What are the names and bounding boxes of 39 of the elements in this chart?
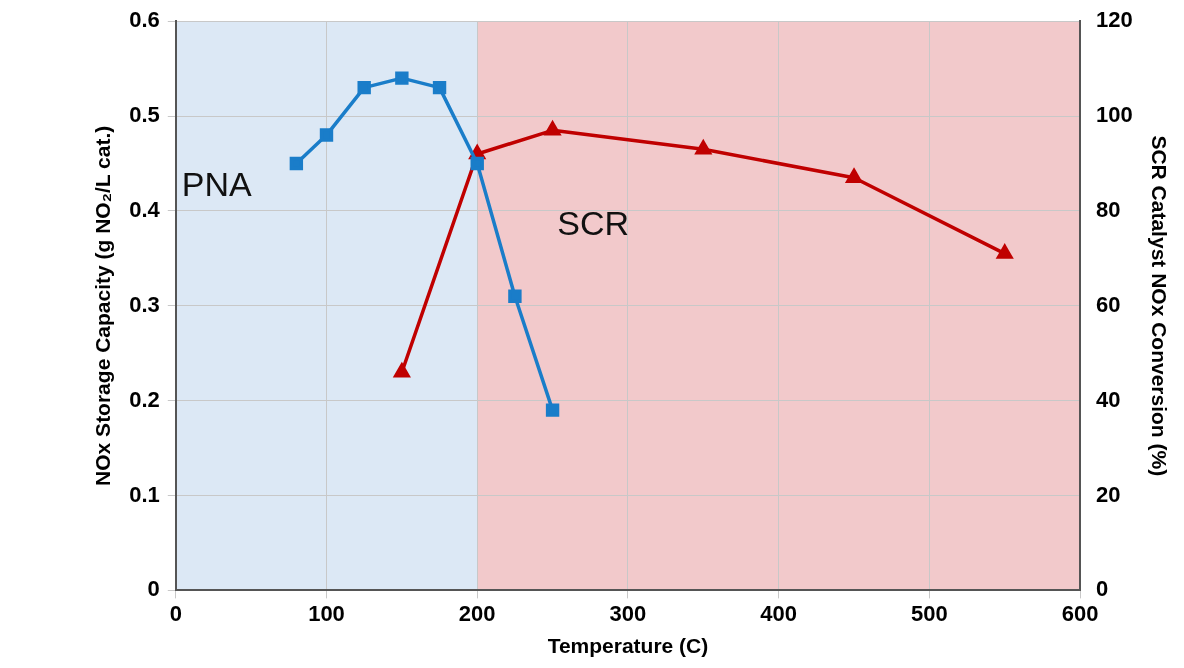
x-tick-label: 0 [169, 600, 182, 626]
point [694, 138, 713, 155]
y-tick-label: 0.3 [129, 291, 160, 317]
y-tick-label: 0 [147, 576, 160, 602]
point [394, 363, 410, 378]
point [846, 168, 862, 183]
y-tick-label: 0.6 [129, 7, 160, 33]
y2-tick-label: 100 [1096, 102, 1133, 128]
x-tick-label: 100 [308, 600, 345, 626]
y2-axis-title: SCR Catalyst NOx Conversion (%) [1147, 135, 1171, 477]
band-label: PNA [181, 164, 253, 203]
x-tick-label: 200 [458, 600, 496, 626]
point [319, 128, 334, 142]
y-tick-label: 0.2 [129, 386, 160, 412]
point [432, 80, 447, 95]
x-tick-label: 500 [911, 600, 948, 626]
y-tick-label: 0.1 [129, 481, 160, 507]
x-axis-title: Temperature (C) [547, 634, 709, 658]
y-tick-label: 0.5 [129, 102, 160, 128]
point [395, 71, 409, 85]
y2-tick-label: 120 [1096, 7, 1133, 33]
y-axis-title: NOx Storage Capacity (g NO₂/L cat.) [91, 125, 115, 486]
x-tick-label: 300 [609, 600, 647, 626]
x-tick-label: 600 [1061, 600, 1099, 626]
point [470, 156, 484, 171]
point [508, 289, 522, 304]
y2-tick-label: 20 [1096, 481, 1121, 507]
point [545, 403, 560, 417]
x-tick-label: 400 [760, 600, 798, 626]
point [289, 156, 304, 171]
point [357, 80, 371, 95]
y-tick-label: 0.4 [129, 197, 161, 222]
point [996, 244, 1013, 259]
point [543, 119, 562, 136]
y2-tick-label: 0 [1096, 576, 1109, 602]
y2-tick-label: 40 [1096, 386, 1121, 412]
band-label: SCR [557, 204, 630, 243]
y2-tick-label: 60 [1096, 291, 1121, 317]
y2-tick-label: 80 [1096, 197, 1121, 222]
